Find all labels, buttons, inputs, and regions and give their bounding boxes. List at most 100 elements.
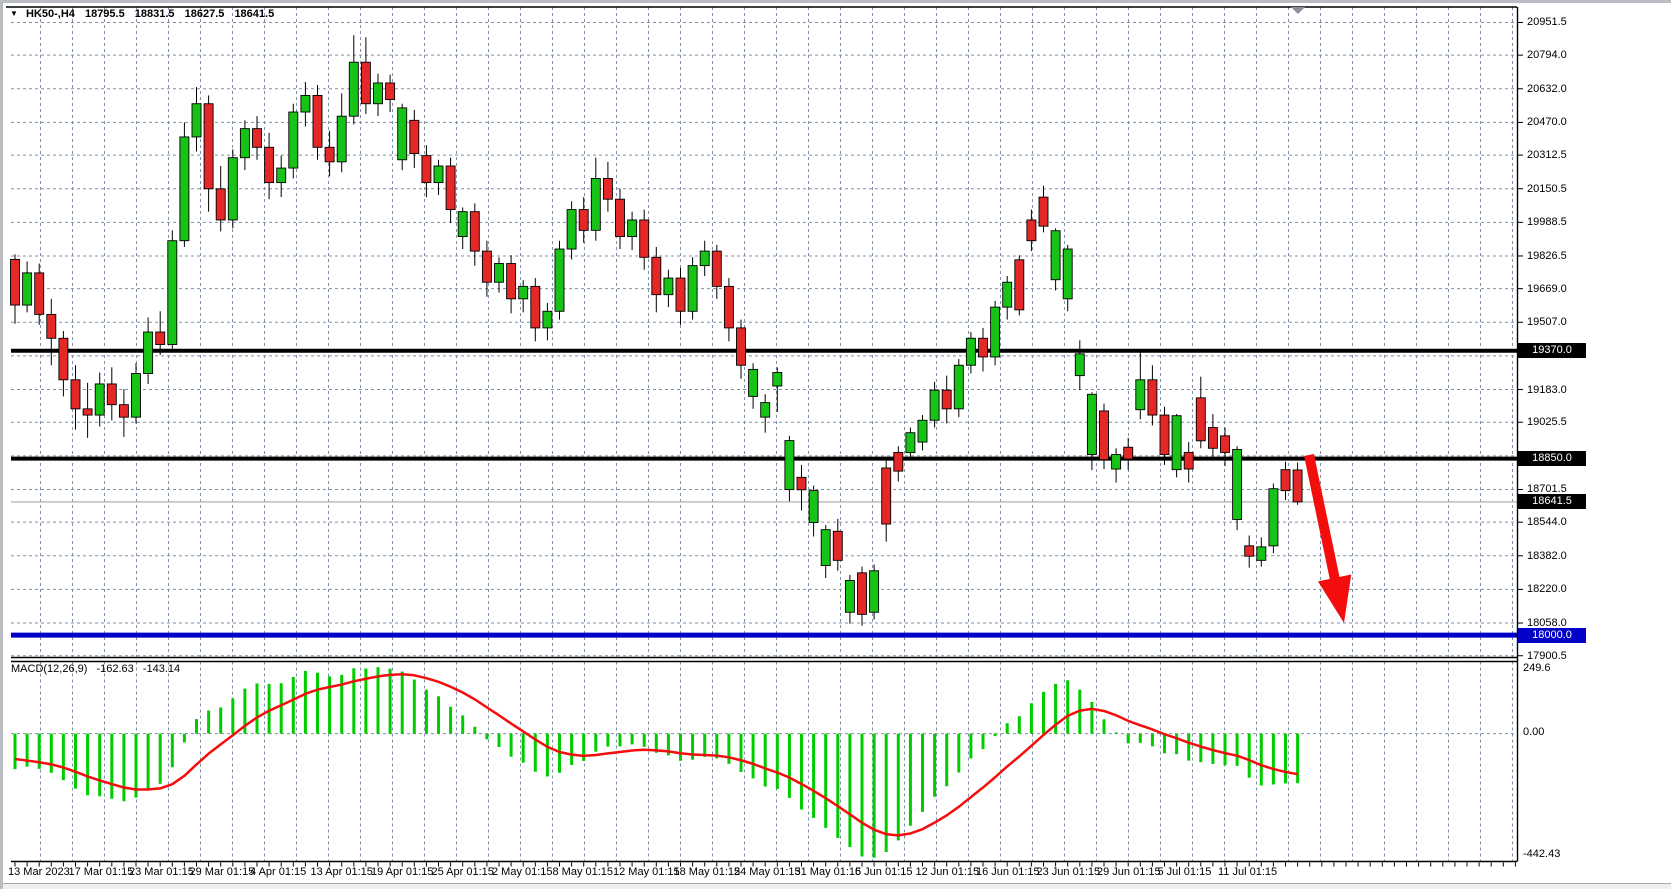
- candle-body: [760, 402, 771, 418]
- candle-body: [590, 177, 601, 231]
- candle-body: [687, 265, 698, 312]
- candle-body: [360, 61, 371, 105]
- candle-body: [1002, 281, 1013, 308]
- panel-borders: [6, 6, 1519, 863]
- candle-body: [481, 250, 492, 283]
- candle-body: [494, 263, 504, 283]
- candle-body: [1280, 469, 1291, 492]
- time-axis-label: 13 Mar 2023: [8, 866, 70, 878]
- level-price-tag: 18850.0: [1518, 451, 1586, 467]
- price-axis-label: 19025.5: [1527, 416, 1567, 429]
- time-axis-label: 19 Apr 01:15: [371, 866, 434, 878]
- macd-signal-line: [14, 672, 1298, 837]
- time-axis-label: 2 May 01:15: [492, 866, 553, 878]
- price-axis-label: 19507.0: [1527, 316, 1567, 329]
- price-axis-label: 18382.0: [1527, 549, 1567, 562]
- candle-body: [70, 379, 81, 410]
- candle-body: [1207, 427, 1218, 449]
- candle-body: [336, 115, 347, 163]
- trend-arrow-head[interactable]: [1317, 574, 1352, 623]
- candle-body: [905, 432, 916, 454]
- candle-body: [457, 211, 468, 238]
- candle-body: [179, 136, 190, 242]
- candle-body: [312, 94, 323, 148]
- candle-body: [808, 490, 819, 524]
- symbol-dropdown-icon[interactable]: ▼: [10, 9, 18, 18]
- price-axis-label: 20794.0: [1527, 49, 1567, 62]
- time-axis-label: 25 Apr 01:15: [431, 866, 494, 878]
- macd-signal-value: -143.14: [142, 663, 181, 675]
- level-lines-layer: [11, 348, 1517, 638]
- quote-close: 18641.5: [234, 8, 275, 20]
- candle-body: [1014, 259, 1025, 311]
- candle-body: [1292, 469, 1303, 503]
- price-axis-label: 18058.0: [1527, 617, 1567, 630]
- candle-body: [155, 331, 166, 345]
- candle-body: [1195, 397, 1206, 442]
- candle-body: [663, 277, 674, 296]
- candle-body: [1086, 393, 1097, 455]
- candle-body: [736, 327, 746, 366]
- price-axis-label: 18544.0: [1527, 516, 1567, 529]
- candle-body: [1038, 196, 1049, 227]
- candle-body: [857, 572, 867, 615]
- candle-body: [578, 209, 589, 231]
- chart-title-row: ▼ HK50-,H4 18795.5 18831.5 18627.5 18641…: [10, 8, 281, 21]
- price-axis-label: 17900.5: [1527, 649, 1567, 662]
- candle-body: [22, 272, 33, 306]
- time-axis-label: 29 Jun 01:15: [1097, 866, 1161, 878]
- candle-body: [941, 389, 952, 410]
- candle-body: [772, 372, 783, 387]
- candle-body: [699, 250, 710, 267]
- candle-body: [990, 306, 1001, 358]
- candle-body: [844, 580, 855, 613]
- symbol-period-label: HK50-,H4: [25, 8, 75, 20]
- candle-body: [1050, 230, 1061, 281]
- candle-body: [881, 467, 892, 525]
- candle-body: [433, 165, 444, 184]
- candle-body: [46, 313, 57, 339]
- candle-body: [566, 209, 577, 250]
- macd-scale-zero: 0.00: [1523, 726, 1545, 738]
- candle-body: [58, 337, 69, 381]
- candle-body: [445, 165, 456, 211]
- candle-body: [288, 111, 299, 169]
- candle-body: [784, 440, 795, 491]
- time-axis-label: 18 May 01:15: [673, 866, 741, 878]
- candle-body: [227, 157, 238, 221]
- candle-body: [796, 476, 807, 491]
- candle-body: [965, 337, 976, 366]
- time-axis-label: 13 Apr 01:15: [310, 866, 373, 878]
- candle-body: [1026, 219, 1037, 242]
- candle-body: [1171, 415, 1182, 471]
- time-axis-label: 23 Mar 01:15: [129, 866, 194, 878]
- candle-body: [1111, 454, 1122, 470]
- annotations-layer: [1304, 453, 1352, 623]
- candlestick-series: [10, 35, 1303, 626]
- price-axis-label: 19183.0: [1527, 383, 1567, 396]
- quote-low: 18627.5: [184, 8, 225, 20]
- candle-body: [1123, 446, 1134, 460]
- candle-body: [953, 364, 964, 410]
- trend-arrow-shaft[interactable]: [1304, 453, 1341, 585]
- macd-indicator-label: MACD(12,26,9) -162.63 -143.14: [11, 663, 186, 676]
- candle-body: [131, 373, 141, 418]
- quote-high: 18831.5: [134, 8, 175, 20]
- candle-body: [397, 107, 408, 161]
- candle-body: [118, 404, 129, 418]
- candle-body: [627, 219, 638, 238]
- candle-body: [300, 94, 311, 113]
- time-axis-label: 11 Jul 01:15: [1218, 866, 1278, 878]
- candle-body: [554, 248, 565, 312]
- candle-body: [1147, 379, 1158, 416]
- candle-body: [615, 198, 625, 238]
- candle-body: [978, 337, 988, 358]
- axis-ticks: [14, 21, 1523, 867]
- chart-canvas[interactable]: [3, 3, 1671, 889]
- candle-body: [82, 408, 93, 416]
- candle-body: [675, 277, 686, 312]
- scroll-position-marker: [1291, 7, 1305, 14]
- price-axis-label: 20312.5: [1527, 149, 1567, 162]
- macd-value: -162.63: [96, 663, 134, 675]
- macd-scale-min: -442.43: [1523, 848, 1561, 860]
